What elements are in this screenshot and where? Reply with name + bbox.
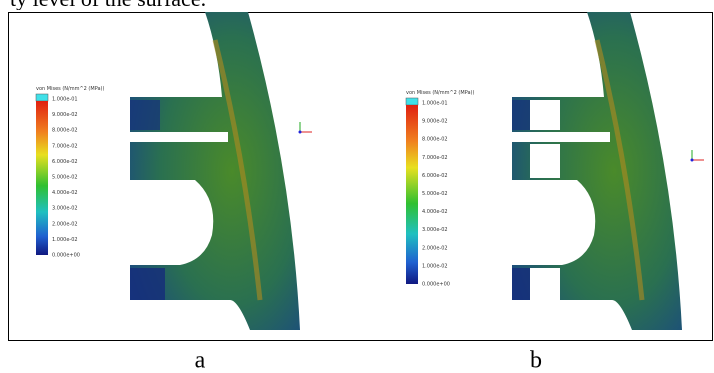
axes-triad [691,150,705,162]
cutout [530,268,560,300]
legend-title: von Mises (N/mm^2 (MPa)) [406,90,475,96]
panel-a [130,12,312,330]
legend-label: 7.000e-02 [52,143,78,149]
legend-label: 1.000e-02 [52,237,78,243]
legend-label: 4.000e-02 [52,190,78,196]
legend-label: 2.000e-02 [52,221,78,227]
cutout [530,144,560,178]
legend-top-swatch [36,94,48,101]
legend-label: 5.000e-02 [52,175,78,181]
legend-label: 4.000e-02 [422,209,448,215]
legend-label: 0.000e+00 [52,253,80,259]
legend-label: 8.000e-02 [52,128,78,134]
panel-b [512,12,704,330]
part-a [130,12,300,330]
cutout [530,100,560,130]
legend-label: 2.000e-02 [422,245,448,251]
color-bar [406,105,418,284]
legend-label: 1.000e-01 [422,101,448,107]
top-text: ty level of the surface. [10,0,206,11]
legend-label: 5.000e-02 [422,191,448,197]
legend-label: 8.000e-02 [422,137,448,143]
legend-label: 1.000e-01 [52,97,78,103]
legend-label: 9.000e-02 [422,119,448,125]
legend-label: 3.000e-02 [422,227,448,233]
legend-label: 0.000e+00 [422,282,450,288]
legend-label: 1.000e-02 [422,263,448,269]
color-bar [36,101,48,255]
axes-triad [299,122,313,134]
legend-label: 6.000e-02 [422,173,448,179]
legend-label: 7.000e-02 [422,155,448,161]
legend-top-swatch [406,98,418,105]
legend-label: 6.000e-02 [52,159,78,165]
figure: ty level of the surface. von Mises (N/mm… [0,0,714,373]
legend-label: 3.000e-02 [52,206,78,212]
legend-title: von Mises (N/mm^2 (MPa)) [36,86,105,92]
legend-label: 9.000e-02 [52,112,78,118]
caption: a [195,348,206,373]
caption: b [530,348,542,373]
